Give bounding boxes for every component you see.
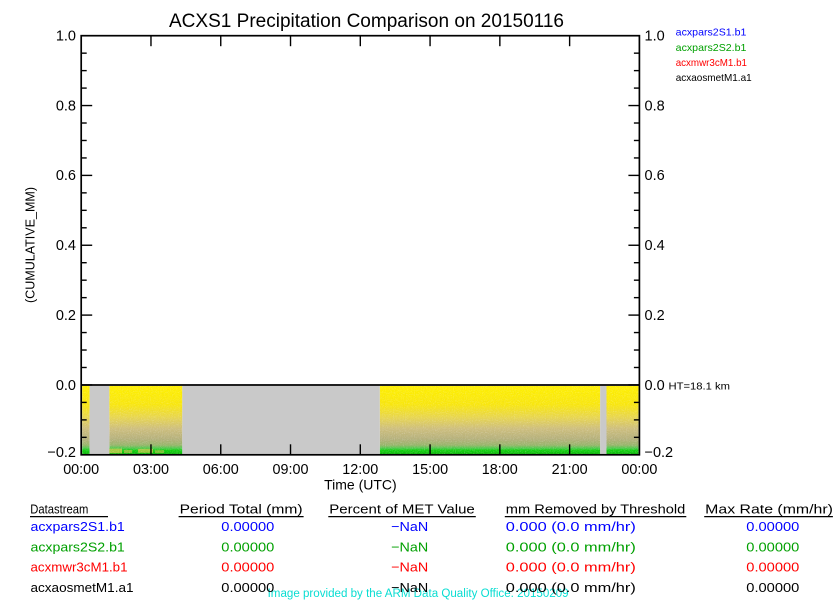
svg-text:0.00000: 0.00000 bbox=[746, 580, 799, 595]
svg-text:acxaosmetM1.a1: acxaosmetM1.a1 bbox=[31, 580, 134, 595]
svg-text:−NaN: −NaN bbox=[391, 539, 428, 554]
svg-text:0.0: 0.0 bbox=[56, 378, 76, 394]
svg-text:00:00: 00:00 bbox=[621, 462, 657, 478]
svg-text:−NaN: −NaN bbox=[391, 580, 428, 595]
svg-text:−NaN: −NaN bbox=[391, 519, 428, 534]
svg-text:0.8: 0.8 bbox=[645, 98, 665, 114]
svg-text:acxpars2S2.b1: acxpars2S2.b1 bbox=[31, 539, 125, 554]
svg-text:Datastream: Datastream bbox=[30, 502, 88, 517]
svg-text:0.4: 0.4 bbox=[56, 238, 76, 254]
svg-text:0.4: 0.4 bbox=[645, 238, 665, 254]
svg-text:0.00000: 0.00000 bbox=[746, 560, 799, 575]
svg-text:acxmwr3cM1.b1: acxmwr3cM1.b1 bbox=[31, 560, 128, 575]
svg-text:0.000 (0.0 mm/hr): 0.000 (0.0 mm/hr) bbox=[506, 539, 636, 554]
svg-text:acxaosmetM1.a1: acxaosmetM1.a1 bbox=[676, 72, 752, 84]
svg-text:0.2: 0.2 bbox=[645, 308, 665, 324]
svg-text:0.00000: 0.00000 bbox=[221, 560, 274, 575]
svg-text:acxmwr3cM1.b1: acxmwr3cM1.b1 bbox=[676, 57, 747, 69]
svg-text:15:00: 15:00 bbox=[412, 462, 448, 478]
svg-text:0.00000: 0.00000 bbox=[746, 519, 799, 534]
svg-text:mm Removed by Threshold: mm Removed by Threshold bbox=[506, 502, 686, 517]
svg-text:18:00: 18:00 bbox=[482, 462, 518, 478]
svg-text:1.0: 1.0 bbox=[645, 29, 665, 45]
svg-text:12:00: 12:00 bbox=[342, 462, 378, 478]
svg-text:Max Rate (mm/hr): Max Rate (mm/hr) bbox=[705, 502, 833, 517]
svg-text:HT=18.1 km: HT=18.1 km bbox=[669, 381, 731, 392]
svg-text:0.0: 0.0 bbox=[645, 378, 665, 394]
svg-text:21:00: 21:00 bbox=[552, 462, 588, 478]
svg-text:0.000 (0.0 mm/hr): 0.000 (0.0 mm/hr) bbox=[506, 560, 636, 575]
svg-text:acxpars2S1.b1: acxpars2S1.b1 bbox=[31, 519, 125, 534]
svg-text:Percent of MET Value: Percent of MET Value bbox=[329, 502, 475, 517]
svg-text:00:00: 00:00 bbox=[63, 462, 99, 478]
svg-text:acxpars2S2.b1: acxpars2S2.b1 bbox=[676, 42, 747, 54]
svg-text:0.00000: 0.00000 bbox=[221, 580, 274, 595]
svg-text:ACXS1 Precipitation Comparison: ACXS1 Precipitation Comparison on 201501… bbox=[169, 11, 564, 32]
svg-text:0.8: 0.8 bbox=[56, 98, 76, 114]
svg-text:0.000 (0.0 mm/hr): 0.000 (0.0 mm/hr) bbox=[506, 519, 636, 534]
svg-text:(CUMULATIVE_MM): (CUMULATIVE_MM) bbox=[23, 187, 38, 303]
svg-text:−0.2: −0.2 bbox=[47, 445, 76, 461]
svg-text:0.00000: 0.00000 bbox=[221, 519, 274, 534]
svg-text:06:00: 06:00 bbox=[203, 462, 239, 478]
svg-text:03:00: 03:00 bbox=[133, 462, 169, 478]
svg-text:0.6: 0.6 bbox=[56, 168, 76, 184]
svg-text:0.00000: 0.00000 bbox=[746, 539, 799, 554]
svg-text:0.000 (0.0 mm/hr): 0.000 (0.0 mm/hr) bbox=[506, 580, 636, 595]
svg-text:Time (UTC): Time (UTC) bbox=[324, 477, 397, 493]
svg-text:−0.2: −0.2 bbox=[645, 445, 674, 461]
svg-text:0.6: 0.6 bbox=[645, 168, 665, 184]
svg-text:09:00: 09:00 bbox=[273, 462, 309, 478]
svg-text:Period Total (mm): Period Total (mm) bbox=[180, 502, 303, 517]
svg-text:−NaN: −NaN bbox=[391, 560, 428, 575]
svg-text:0.2: 0.2 bbox=[56, 308, 76, 324]
svg-text:0.00000: 0.00000 bbox=[221, 539, 274, 554]
svg-text:acxpars2S1.b1: acxpars2S1.b1 bbox=[676, 27, 747, 39]
svg-text:Image provided by the ARM Data: Image provided by the ARM Data Quality O… bbox=[268, 588, 569, 600]
svg-text:1.0: 1.0 bbox=[56, 29, 76, 45]
